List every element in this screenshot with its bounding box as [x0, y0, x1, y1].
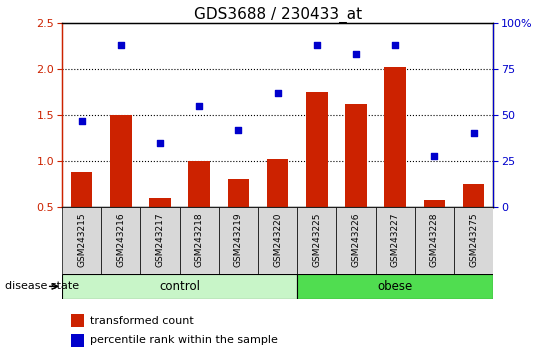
Bar — [179, 207, 219, 274]
Point — [77, 118, 86, 124]
Bar — [189, 161, 210, 207]
Bar — [376, 207, 415, 274]
Text: GSM243219: GSM243219 — [234, 212, 243, 267]
Text: GSM243218: GSM243218 — [195, 212, 204, 267]
Text: GSM243228: GSM243228 — [430, 212, 439, 267]
Text: disease state: disease state — [5, 281, 80, 291]
Bar — [258, 207, 297, 274]
Bar — [267, 159, 288, 207]
Text: GSM243226: GSM243226 — [351, 212, 361, 267]
Bar — [415, 207, 454, 274]
Bar — [297, 207, 336, 274]
Bar — [62, 274, 297, 299]
Bar — [219, 207, 258, 274]
Text: control: control — [159, 280, 200, 293]
Bar — [454, 207, 493, 274]
Point — [313, 42, 321, 48]
Text: GSM243220: GSM243220 — [273, 212, 282, 267]
Text: GSM243216: GSM243216 — [116, 212, 125, 267]
Bar — [345, 104, 367, 207]
Bar — [71, 314, 84, 327]
Title: GDS3688 / 230433_at: GDS3688 / 230433_at — [194, 7, 362, 23]
Text: GSM243217: GSM243217 — [155, 212, 164, 267]
Point — [195, 103, 204, 109]
Point — [273, 90, 282, 96]
Point — [116, 42, 125, 48]
Bar — [384, 67, 406, 207]
Point — [391, 42, 399, 48]
Bar — [62, 207, 101, 274]
Bar — [424, 200, 445, 207]
Bar — [336, 207, 376, 274]
Point — [156, 140, 164, 145]
Bar — [101, 207, 140, 274]
Point — [351, 51, 360, 57]
Bar — [71, 172, 92, 207]
Bar — [306, 92, 328, 207]
Point — [430, 153, 439, 158]
Text: transformed count: transformed count — [90, 315, 194, 326]
Bar — [149, 198, 171, 207]
Text: GSM243275: GSM243275 — [469, 212, 478, 267]
Point — [234, 127, 243, 133]
Bar — [140, 207, 179, 274]
Text: percentile rank within the sample: percentile rank within the sample — [90, 335, 278, 346]
Text: GSM243215: GSM243215 — [77, 212, 86, 267]
Text: GSM243227: GSM243227 — [391, 212, 400, 267]
Bar — [227, 179, 249, 207]
Bar — [297, 274, 493, 299]
Bar — [71, 334, 84, 347]
Bar — [463, 184, 485, 207]
Text: GSM243225: GSM243225 — [312, 212, 321, 267]
Text: obese: obese — [377, 280, 413, 293]
Bar — [110, 115, 132, 207]
Point — [469, 131, 478, 136]
